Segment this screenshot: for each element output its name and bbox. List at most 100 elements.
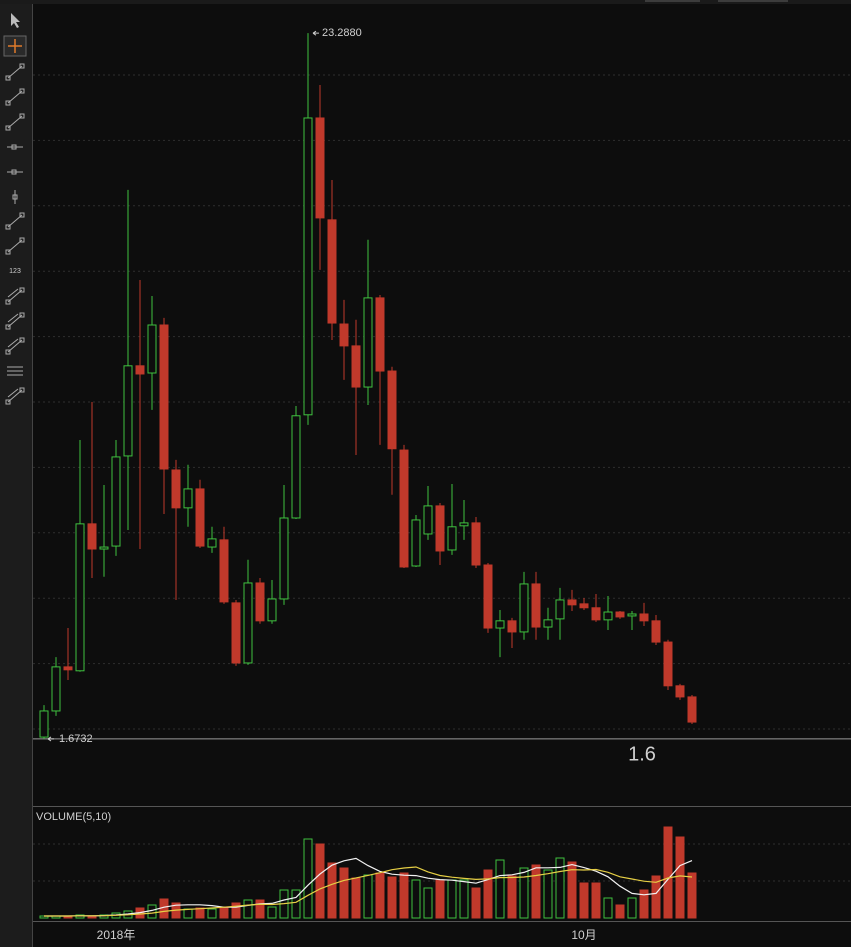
tool-icon[interactable]	[5, 75, 11, 81]
volume-bar	[219, 906, 229, 919]
annotation-arrow	[312, 30, 319, 36]
tool-icon[interactable]	[5, 249, 11, 255]
volume-bar	[567, 861, 577, 919]
candle-body	[507, 620, 517, 633]
candle-body	[495, 620, 505, 629]
candle-body	[639, 613, 649, 622]
volume-bar	[327, 862, 337, 919]
candle-body	[423, 505, 433, 535]
tool-icon[interactable]	[12, 194, 18, 200]
tool-icon[interactable]	[5, 100, 11, 106]
candle-body	[567, 599, 577, 606]
max-label: 23.2880	[322, 27, 362, 39]
tool-icon[interactable]	[19, 88, 25, 94]
tool-icon[interactable]	[11, 169, 17, 175]
volume-bar	[339, 867, 349, 919]
tool-icon[interactable]	[5, 224, 11, 230]
volume-bar	[459, 879, 469, 919]
candle-body	[351, 345, 361, 388]
volume-bar	[411, 879, 421, 919]
candle-body	[675, 685, 685, 698]
candle-body	[147, 324, 157, 374]
candle-body	[615, 611, 625, 618]
candle-body	[339, 323, 349, 347]
tool-icon[interactable]	[19, 387, 25, 393]
volume-bar	[591, 882, 601, 919]
top-bar	[0, 0, 851, 4]
x-tick-label: 10月	[571, 928, 596, 942]
candle-body	[531, 583, 541, 628]
candle-body	[435, 505, 445, 552]
tool-icon[interactable]	[19, 337, 25, 343]
volume-bar	[627, 897, 637, 919]
volume-bar	[387, 876, 397, 919]
volume-bar	[435, 879, 445, 919]
price-label: 1.6	[628, 743, 656, 765]
tool-icon[interactable]	[5, 399, 11, 405]
candle-body	[51, 666, 61, 712]
candle-body	[111, 456, 121, 547]
tool-icon[interactable]	[11, 144, 17, 150]
tool-icon[interactable]	[19, 212, 25, 218]
volume-bar	[651, 875, 661, 919]
candle-body	[267, 598, 277, 622]
volume-bar	[267, 906, 277, 919]
volume-bar	[291, 889, 301, 919]
candle-body	[99, 546, 109, 550]
tool-icon[interactable]	[5, 324, 11, 330]
toolbar	[0, 4, 32, 947]
volume-bar	[447, 879, 457, 919]
tool-icon[interactable]	[8, 39, 22, 53]
volume-bar	[183, 908, 193, 919]
tool-icon[interactable]	[5, 299, 11, 305]
volume-bar	[675, 836, 685, 919]
toolbar-label[interactable]: 123	[9, 268, 21, 275]
volume-bar	[255, 899, 265, 919]
moving-average-line	[44, 857, 693, 917]
tool-icon[interactable]	[19, 113, 25, 119]
volume-bar	[507, 875, 517, 919]
tool-icon[interactable]	[19, 312, 25, 318]
candle-body	[663, 641, 673, 687]
volume-bar	[531, 864, 541, 919]
volume-bar	[471, 887, 481, 919]
tool-icon[interactable]	[11, 13, 20, 28]
candle-body	[87, 523, 97, 550]
volume-bar	[207, 908, 217, 919]
annotation-arrow	[47, 736, 54, 742]
volume-bar	[75, 914, 85, 919]
volume-bar	[375, 872, 385, 919]
candle-body	[303, 117, 313, 416]
candle-body	[231, 602, 241, 664]
candle-body	[591, 607, 601, 621]
volume-bar	[687, 872, 697, 919]
volume-bar	[483, 869, 493, 919]
candle-body	[195, 488, 205, 547]
candle-body	[171, 469, 181, 509]
candle-body	[363, 297, 373, 388]
tool-icon[interactable]	[19, 237, 25, 243]
candle-body	[687, 696, 697, 723]
candle-body	[459, 522, 469, 527]
tab[interactable]	[718, 0, 788, 2]
tool-icon[interactable]	[5, 125, 11, 131]
tool-icon[interactable]	[19, 287, 25, 293]
tool-icon[interactable]	[19, 63, 25, 69]
tool-icon[interactable]	[7, 366, 23, 376]
volume-bar	[399, 872, 409, 919]
x-tick-label: 2018年	[97, 928, 136, 942]
candle-body	[219, 539, 229, 603]
candle-body	[63, 666, 73, 671]
tab[interactable]	[645, 0, 700, 2]
tool-icon[interactable]	[5, 349, 11, 355]
candle-body	[183, 488, 193, 509]
volume-bar	[639, 889, 649, 919]
candle-body	[579, 603, 589, 609]
volume-bar	[363, 874, 373, 919]
volume-bar	[243, 899, 253, 919]
volume-bar	[579, 882, 589, 919]
candle-body	[207, 538, 217, 548]
candle-body	[291, 415, 301, 519]
